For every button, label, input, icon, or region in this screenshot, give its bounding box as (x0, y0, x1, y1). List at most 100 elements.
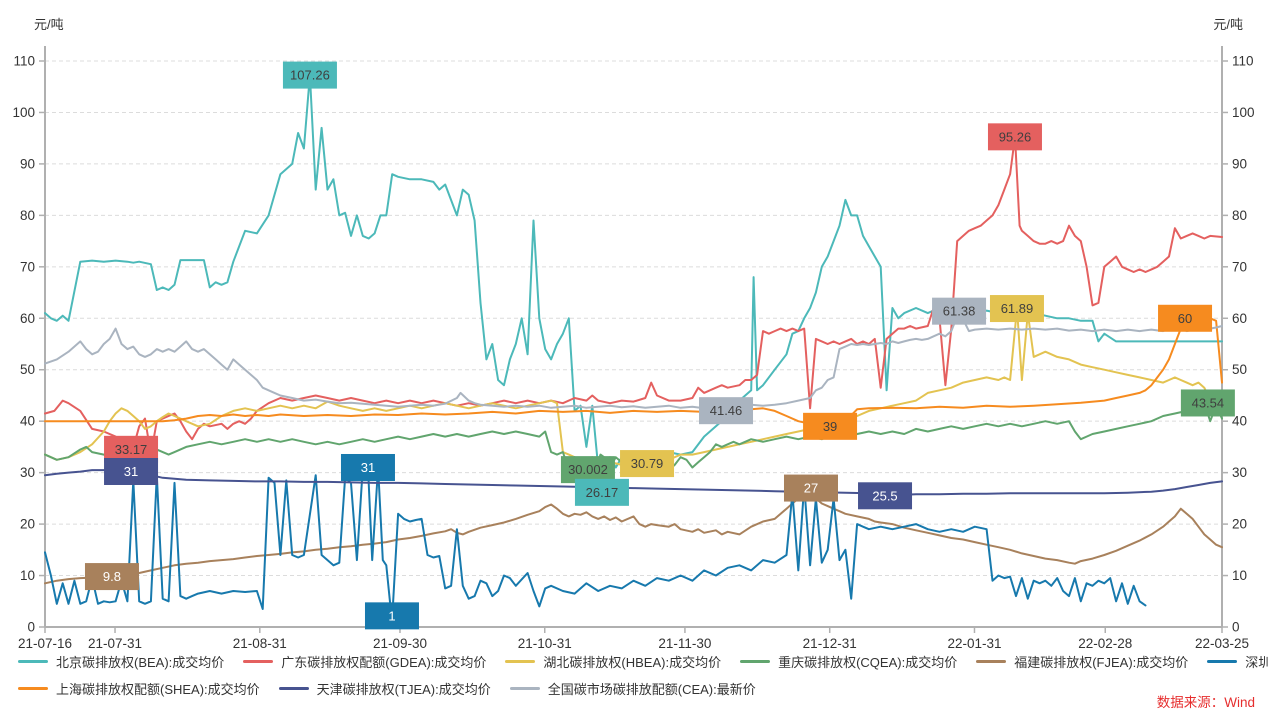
legend-item-CEA[interactable]: 全国碳市场碳排放配额(CEA):最新价 (509, 679, 756, 698)
legend-swatch (243, 660, 274, 663)
annotation-box-SHEA-max (1158, 304, 1213, 332)
y-tick-label: 0 (1232, 620, 1240, 635)
legend-label: 全国碳市场碳排放配额(CEA):最新价 (547, 682, 756, 697)
legend-row: 上海碳排放权配额(SHEA):成交均价 天津碳排放权(TJEA):成交均价 全国碳市… (18, 675, 1258, 702)
legend-label: 广东碳排放权配额(GDEA):成交均价 (281, 655, 487, 670)
legend-item-CQEA[interactable]: 重庆碳排放权(CQEA):成交均价 (740, 652, 957, 671)
x-tick-label: 22-01-31 (947, 636, 1001, 650)
annotation-box-FJEA-max (783, 474, 838, 502)
annotation-value: 61.89 (1001, 301, 1034, 316)
legend-swatch (18, 687, 48, 690)
legend-item-TJEA[interactable]: 天津碳排放权(TJEA):成交均价 (278, 679, 491, 698)
annotation-value: 39 (823, 419, 837, 434)
y-tick-label: 10 (20, 568, 35, 583)
x-tick-label: 21-09-30 (373, 636, 427, 650)
legend-swatch (18, 660, 48, 663)
annotation-box-CEA-max (932, 297, 987, 325)
y-tick-label: 40 (1232, 414, 1247, 429)
y-tick-label: 100 (1232, 105, 1255, 120)
annotation-box-HBEA-max (989, 295, 1044, 323)
annotation-box-SHEA-min (803, 412, 858, 440)
annotation-box-FJEA-min (84, 563, 139, 591)
x-tick-label: 21-12-31 (803, 636, 857, 650)
y-tick-label: 20 (20, 517, 35, 532)
annotation-value: 31 (124, 464, 138, 479)
data-source-note: 数据来源：Wind (1156, 695, 1255, 710)
x-tick-label: 21-07-16 (18, 636, 72, 650)
y-tick-label: 100 (12, 105, 35, 120)
series-line-CEA (44, 310, 1223, 415)
y-tick-label: 40 (20, 414, 35, 429)
legend-item-SHEA[interactable]: 上海碳排放权配额(SHEA):成交均价 (18, 679, 260, 698)
series-line-SZA (44, 466, 1147, 623)
legend-swatch (1207, 660, 1238, 663)
y-tick-label: 30 (1232, 465, 1247, 480)
annotation-box-TJEA-max (104, 457, 159, 485)
y-tick-label: 90 (20, 156, 35, 171)
annotation-box-CQEA-max (1180, 389, 1235, 417)
y-tick-label: 10 (1232, 568, 1247, 583)
annotation-box-CEA-min (699, 397, 754, 425)
legend-row: 北京碳排放权(BEA):成交均价 广东碳排放权配额(GDEA):成交均价 湖北碳排放… (18, 648, 1269, 675)
annotation-value: 61.38 (943, 304, 976, 319)
y-tick-label: 110 (13, 54, 35, 69)
legend-swatch (505, 660, 536, 663)
annotation-box-BEA-min (574, 478, 629, 506)
y-tick-label: 50 (20, 362, 35, 377)
annotation-value: 95.26 (999, 129, 1032, 144)
series-line-SHEA (44, 317, 1223, 428)
x-tick-label: 21-08-31 (233, 636, 287, 650)
x-tick-label: 21-07-31 (88, 636, 142, 650)
legend-item-GDEA[interactable]: 广东碳排放权配额(GDEA):成交均价 (243, 652, 486, 671)
y-tick-label: 60 (20, 311, 35, 326)
legend-item-SZA[interactable]: 深圳碳排放权(SZA):成交均价 (1207, 652, 1269, 671)
legend-swatch (278, 687, 309, 690)
y-tick-label: 110 (1232, 54, 1254, 69)
chart-legend: 北京碳排放权(BEA):成交均价 广东碳排放权配额(GDEA):成交均价 湖北碳排放… (18, 648, 1269, 702)
annotation-value: 26.17 (586, 485, 619, 500)
annotation-box-SZA-max (340, 453, 395, 481)
annotation-value: 107.26 (290, 68, 330, 83)
series-line-FJEA (44, 487, 1223, 585)
x-tick-label: 22-02-28 (1078, 636, 1132, 650)
series-line-GDEA (44, 135, 1223, 458)
y-tick-label: 0 (27, 620, 35, 635)
annotation-value: 30.79 (631, 456, 664, 471)
y-tick-label: 60 (1232, 311, 1247, 326)
legend-label: 深圳碳排放权(SZA):成交均价 (1245, 655, 1269, 670)
series-line-BEA (44, 74, 1223, 494)
annotation-value: 31 (361, 460, 375, 475)
annotation-value: 30.002 (568, 462, 608, 477)
legend-label: 天津碳排放权(TJEA):成交均价 (316, 682, 491, 697)
legend-label: 重庆碳排放权(CQEA):成交均价 (778, 655, 958, 670)
y-tick-label: 30 (20, 465, 35, 480)
annotation-box-BEA-max (282, 61, 337, 89)
y-tick-label: 80 (20, 208, 35, 223)
annotation-value: 1 (388, 608, 395, 623)
y-tick-label: 90 (1232, 156, 1247, 171)
annotation-value: 41.46 (710, 403, 743, 418)
legend-item-BEA[interactable]: 北京碳排放权(BEA):成交均价 (18, 652, 224, 671)
annotation-box-GDEA-max (987, 123, 1042, 151)
y-axis-unit-left: 元/吨 (34, 17, 64, 32)
y-tick-label: 70 (1232, 259, 1247, 274)
annotation-value: 60 (1178, 311, 1192, 326)
legend-swatch (509, 687, 540, 690)
y-axis-unit-right: 元/吨 (1213, 17, 1243, 32)
x-tick-label: 21-10-31 (518, 636, 572, 650)
y-tick-label: 50 (1232, 362, 1247, 377)
annotation-box-CQEA-min (560, 456, 615, 484)
legend-item-HBEA[interactable]: 湖北碳排放权(HBEA):成交均价 (505, 652, 721, 671)
x-tick-label: 22-03-25 (1195, 636, 1249, 650)
annotation-value: 43.54 (1192, 395, 1225, 410)
legend-swatch (740, 660, 771, 663)
annotation-box-TJEA-min (858, 482, 913, 510)
annotation-value: 25.5 (872, 488, 897, 503)
legend-label: 福建碳排放权(FJEA):成交均价 (1014, 655, 1189, 670)
annotation-value: 27 (804, 481, 818, 496)
legend-label: 北京碳排放权(BEA):成交均价 (56, 655, 225, 670)
x-tick-label: 21-11-30 (658, 636, 711, 650)
legend-item-FJEA[interactable]: 福建碳排放权(FJEA):成交均价 (976, 652, 1188, 671)
annotation-box-HBEA-min (620, 450, 675, 478)
plot-area: 0 0 10 10 20 20 30 30 40 40 50 50 60 60 70 70 80 80 90 90 10… (12, 46, 1255, 650)
